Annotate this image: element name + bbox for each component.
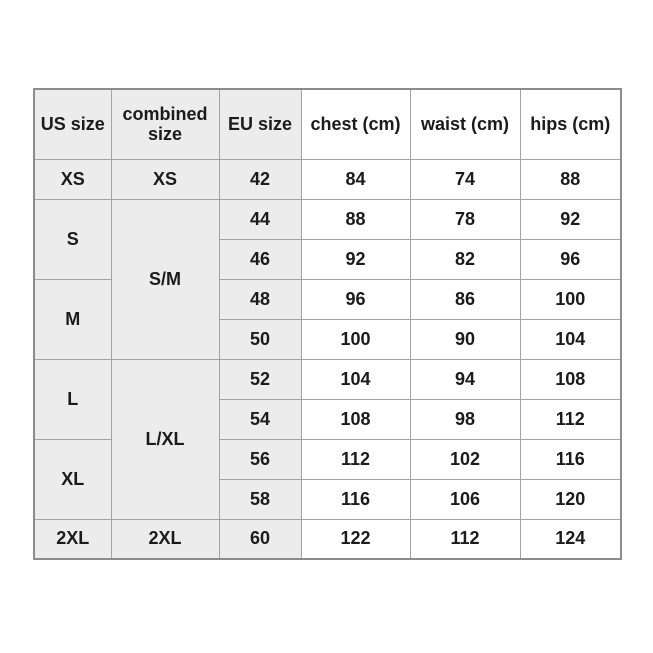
column-header-hips: hips (cm) <box>519 88 622 160</box>
chest-cell: 122 <box>300 518 411 560</box>
table-row: L L/XL 52 104 94 108 <box>33 358 622 520</box>
chest-cell: 108 <box>300 398 411 440</box>
table-row: XL 56 112 102 116 <box>33 438 622 520</box>
table-row: 58 116 106 120 <box>34 478 622 520</box>
column-header-waist: waist (cm) <box>409 88 521 160</box>
chest-cell: 84 <box>300 158 411 200</box>
us-size-cell: M <box>33 278 112 360</box>
eu-size-cell: 44 <box>218 198 302 240</box>
us-size-cell: S <box>33 198 112 280</box>
column-header-combined-size: combined size <box>110 88 220 160</box>
combined-size-cell: XS <box>110 158 220 200</box>
waist-cell: 112 <box>409 518 521 560</box>
hips-cell: 124 <box>519 518 622 560</box>
eu-size-cell: 56 <box>218 438 302 480</box>
chest-cell: 100 <box>300 318 411 360</box>
hips-cell: 92 <box>519 198 622 240</box>
hips-cell: 96 <box>519 238 622 280</box>
eu-size-cell: 46 <box>218 238 302 280</box>
eu-size-cell: 58 <box>218 478 302 520</box>
chest-cell: 92 <box>300 238 411 280</box>
chest-cell: 88 <box>300 198 411 240</box>
waist-cell: 102 <box>409 438 521 480</box>
combined-size-cell: S/M <box>110 198 220 360</box>
table-row: XS XS 42 84 74 88 <box>33 158 622 200</box>
column-header-us-size: US size <box>33 88 112 160</box>
hips-cell: 100 <box>519 278 622 320</box>
header-row: US size combined size EU size chest (cm)… <box>33 88 622 160</box>
size-chart-table: US size combined size EU size chest (cm)… <box>33 88 622 560</box>
waist-cell: 86 <box>409 278 521 320</box>
hips-cell: 88 <box>519 158 622 200</box>
waist-cell: 90 <box>409 318 521 360</box>
waist-cell: 74 <box>409 158 521 200</box>
eu-size-cell: 60 <box>218 518 302 560</box>
hips-cell: 120 <box>519 478 622 520</box>
waist-cell: 98 <box>409 398 521 440</box>
table-row: 50 100 90 104 <box>34 318 622 360</box>
combined-size-cell: 2XL <box>110 518 220 560</box>
eu-size-cell: 48 <box>218 278 302 320</box>
chest-cell: 112 <box>300 438 411 480</box>
hips-cell: 112 <box>519 398 622 440</box>
eu-size-cell: 52 <box>218 358 302 400</box>
waist-cell: 106 <box>409 478 521 520</box>
column-header-chest: chest (cm) <box>300 88 411 160</box>
waist-cell: 78 <box>409 198 521 240</box>
chest-cell: 96 <box>300 278 411 320</box>
column-header-eu-size: EU size <box>218 88 302 160</box>
hips-cell: 116 <box>519 438 622 480</box>
us-size-cell: L <box>33 358 112 440</box>
table-row: M 48 96 86 100 <box>33 278 622 360</box>
us-size-cell: 2XL <box>33 518 112 560</box>
hips-cell: 108 <box>519 358 622 400</box>
table-row: 46 92 82 96 <box>34 238 622 280</box>
eu-size-cell: 50 <box>218 318 302 360</box>
us-size-cell: XS <box>33 158 112 200</box>
eu-size-cell: 54 <box>218 398 302 440</box>
table-row: 54 108 98 112 <box>34 398 622 440</box>
waist-cell: 94 <box>409 358 521 400</box>
chest-cell: 104 <box>300 358 411 400</box>
waist-cell: 82 <box>409 238 521 280</box>
table-row: S S/M 44 88 78 92 <box>33 198 622 360</box>
hips-cell: 104 <box>519 318 622 360</box>
eu-size-cell: 42 <box>218 158 302 200</box>
chest-cell: 116 <box>300 478 411 520</box>
table-row: 2XL 2XL 60 122 112 124 <box>33 518 622 560</box>
us-size-cell: XL <box>33 438 112 520</box>
combined-size-cell: L/XL <box>110 358 220 520</box>
